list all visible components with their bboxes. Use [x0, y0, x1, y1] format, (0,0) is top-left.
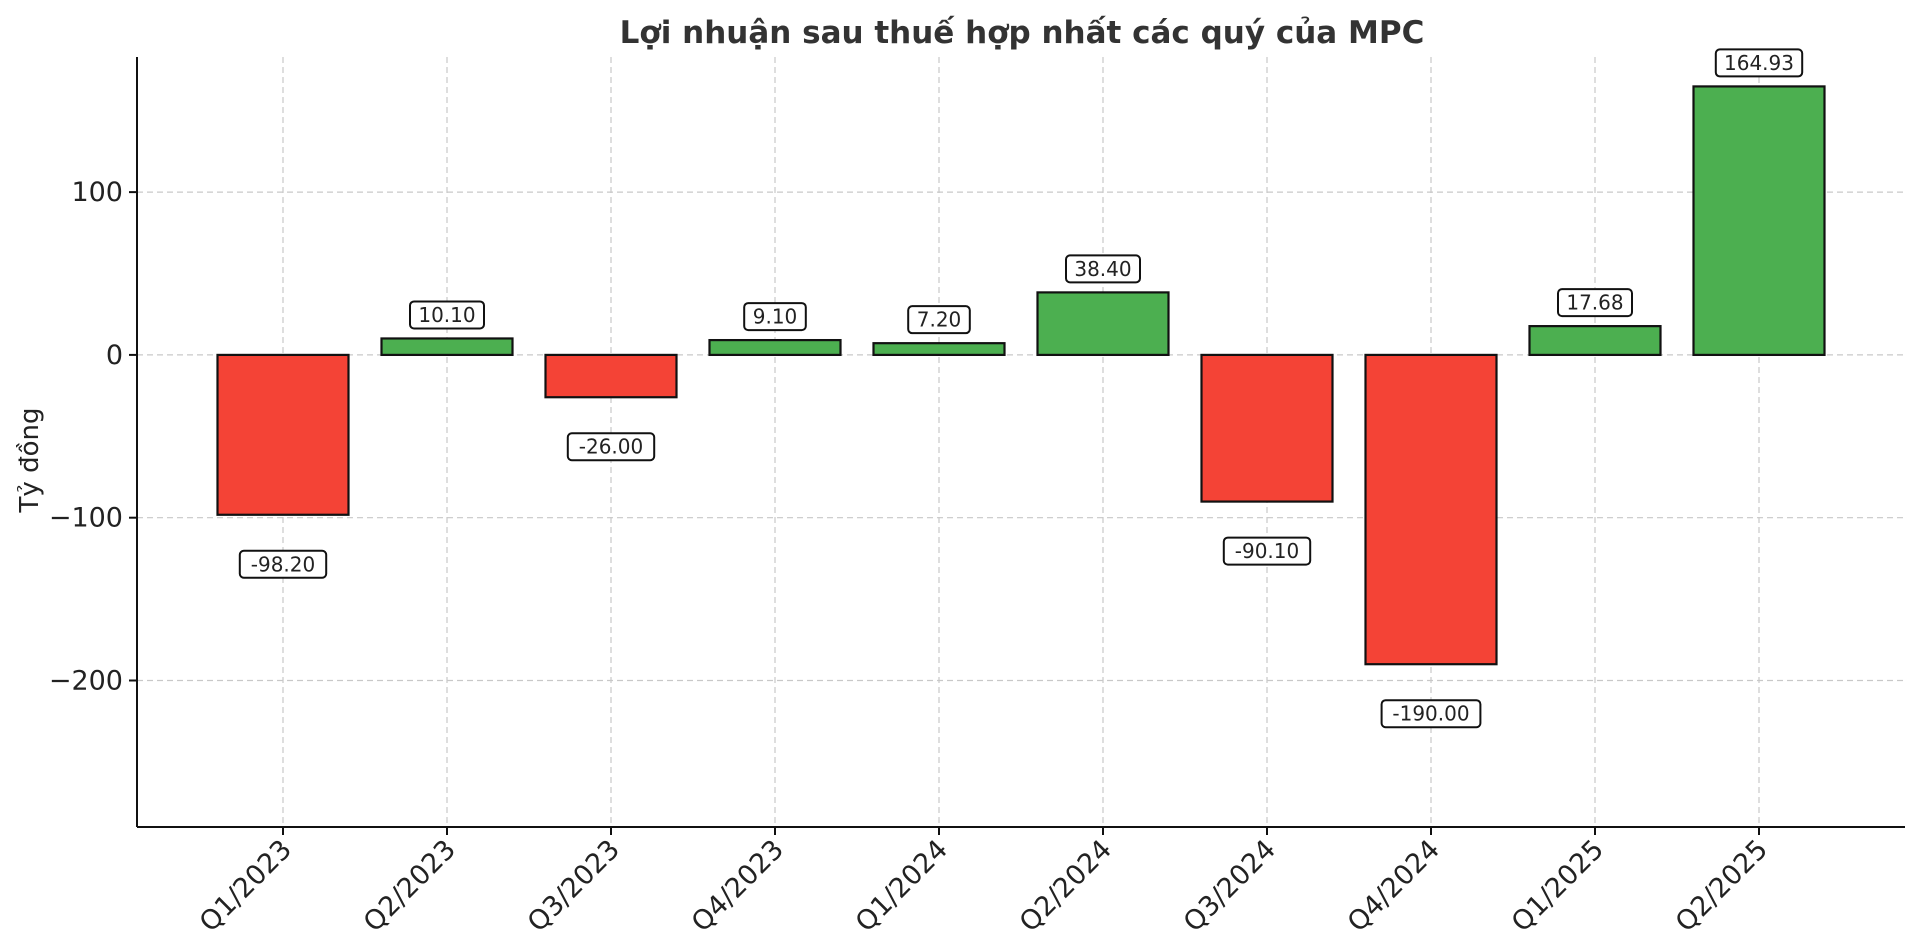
data-label: 164.93	[1714, 48, 1804, 78]
y-tick-label: −100	[49, 503, 123, 534]
data-label-box	[743, 302, 807, 332]
bar	[872, 342, 1006, 357]
bar	[380, 337, 514, 357]
data-label: -98.20	[238, 549, 328, 579]
bar	[216, 353, 350, 516]
bar	[1200, 353, 1334, 503]
data-label-box	[1380, 699, 1482, 729]
data-label-box	[907, 305, 971, 335]
data-label-text: -98.20	[251, 552, 315, 576]
x-tick-label: Q1/2024	[850, 834, 954, 938]
y-tick-label: 100	[71, 177, 123, 208]
y-tick-label: −200	[49, 665, 123, 696]
data-label: 17.68	[1557, 288, 1633, 318]
data-label-text: -26.00	[579, 435, 643, 459]
x-tick-label: Q2/2025	[1670, 834, 1774, 938]
x-tick-label: Q4/2024	[1342, 834, 1446, 938]
data-label: -26.00	[566, 432, 656, 462]
data-label-box	[566, 432, 656, 462]
data-label-box	[1557, 288, 1633, 318]
x-tick-label: Q4/2023	[686, 834, 790, 938]
data-label-text: 17.68	[1566, 291, 1623, 315]
data-label-box	[1714, 48, 1804, 78]
grid-layer	[137, 57, 1905, 827]
y-tick-label: 0	[106, 340, 123, 371]
data-label-text: -190.00	[1392, 702, 1469, 726]
x-tick-label: Q2/2024	[1014, 834, 1118, 938]
data-label: -190.00	[1380, 699, 1482, 729]
data-label-box	[1065, 254, 1141, 284]
data-label-box	[1222, 536, 1312, 566]
bar	[1692, 85, 1826, 357]
data-label-box	[238, 549, 328, 579]
data-label-text: 164.93	[1724, 51, 1794, 75]
data-label-text: -90.10	[1235, 539, 1299, 563]
x-tick-label: Q3/2023	[522, 834, 626, 938]
bar	[544, 353, 678, 399]
data-label-text: 38.40	[1074, 257, 1131, 281]
bar	[1528, 325, 1662, 357]
data-label: 38.40	[1065, 254, 1141, 284]
data-label: 7.20	[907, 305, 971, 335]
data-label-box	[409, 300, 485, 330]
data-label-text: 7.20	[917, 308, 962, 332]
x-tick-label: Q2/2023	[358, 834, 462, 938]
x-tick-label: Q1/2025	[1506, 834, 1610, 938]
data-label-text: 9.10	[753, 305, 798, 329]
y-axis-label: Tỷ đồng	[15, 408, 45, 514]
x-tick-label: Q1/2023	[194, 834, 298, 938]
data-label: 10.10	[409, 300, 485, 330]
bar	[1036, 291, 1170, 357]
bar	[708, 338, 842, 357]
bar	[1364, 353, 1498, 666]
data-label: -90.10	[1222, 536, 1312, 566]
data-label: 9.10	[743, 302, 807, 332]
data-label-layer: -98.20 10.10 -26.00 9.10 7.20 38.40 -90.10 -190…	[238, 48, 1804, 729]
data-label-text: 10.10	[418, 303, 475, 327]
chart-title: Lợi nhuận sau thuế hợp nhất các quý của …	[620, 15, 1425, 51]
x-tick-label: Q3/2024	[1178, 834, 1282, 938]
bar-layer	[216, 85, 1826, 666]
